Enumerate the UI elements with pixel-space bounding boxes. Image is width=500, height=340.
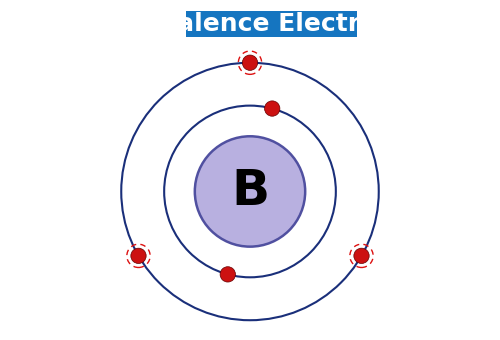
Text: 3 Valence Electrons: 3 Valence Electrons [133,12,410,36]
Bar [186,11,358,37]
Circle shape [195,136,305,246]
Circle shape [354,248,369,264]
Circle shape [242,55,258,70]
Text: B: B [231,168,269,216]
Circle shape [131,248,146,264]
Circle shape [220,267,236,282]
Circle shape [264,101,280,116]
